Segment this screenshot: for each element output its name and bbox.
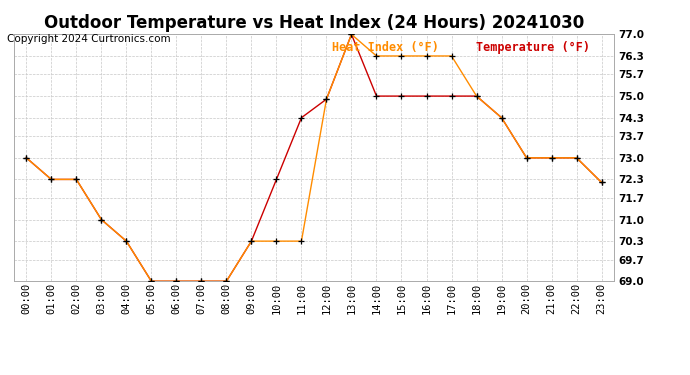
Text: Temperature (°F): Temperature (°F) (476, 41, 590, 54)
Text: Heat Index (°F): Heat Index (°F) (332, 41, 439, 54)
Text: Copyright 2024 Curtronics.com: Copyright 2024 Curtronics.com (7, 34, 170, 44)
Title: Outdoor Temperature vs Heat Index (24 Hours) 20241030: Outdoor Temperature vs Heat Index (24 Ho… (44, 14, 584, 32)
